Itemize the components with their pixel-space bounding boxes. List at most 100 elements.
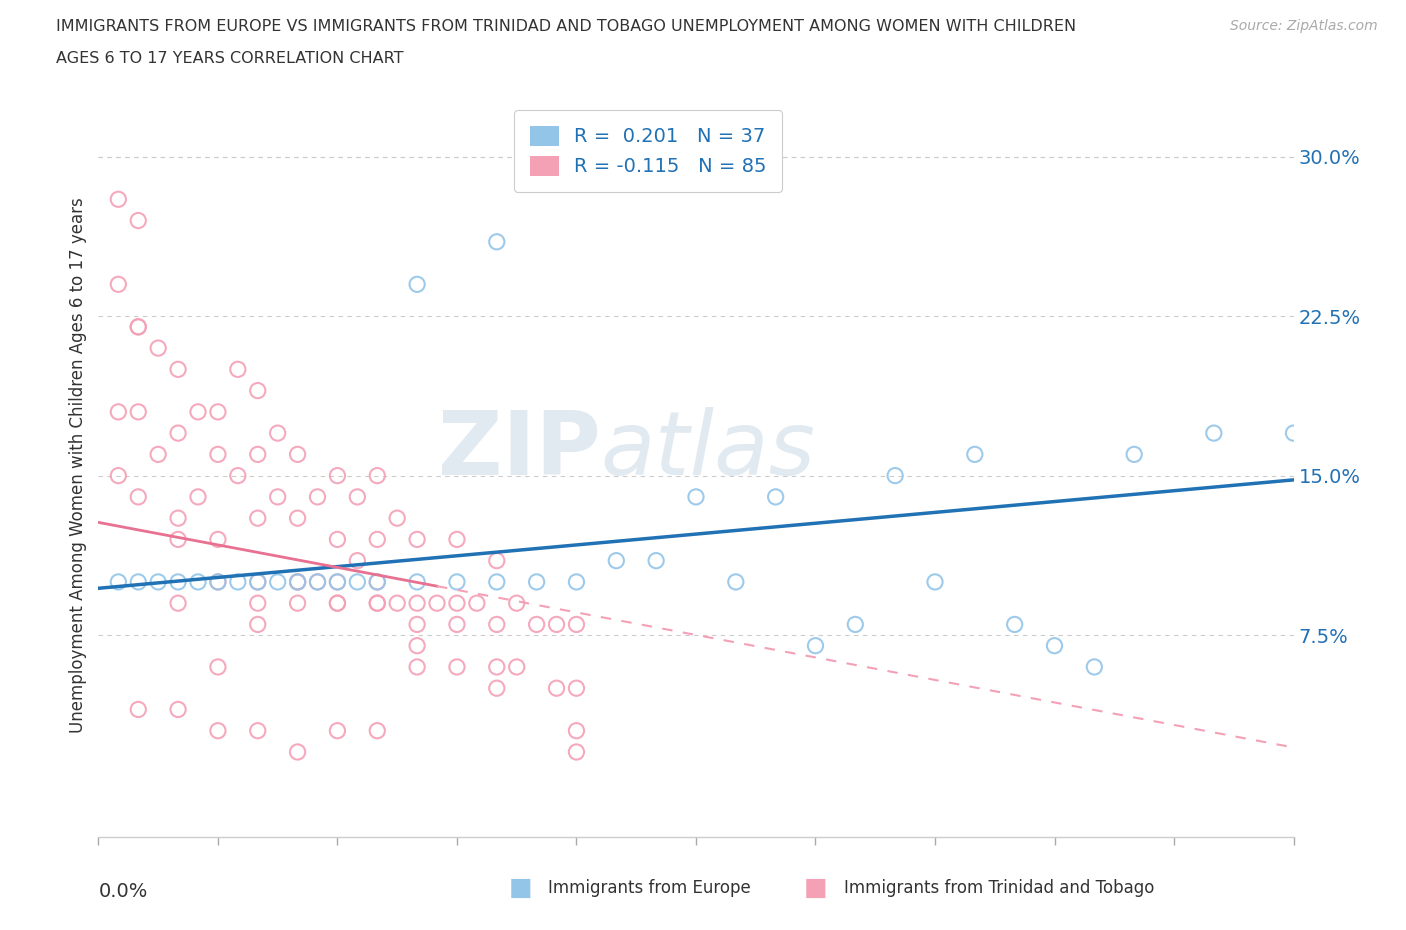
Point: [385, 596, 409, 611]
Point: [267, 426, 290, 441]
Point: [446, 659, 468, 674]
Point: [605, 553, 627, 568]
Point: [485, 234, 508, 249]
Point: [406, 638, 429, 653]
Point: [246, 617, 269, 631]
Point: [127, 702, 149, 717]
Point: [506, 596, 529, 611]
Point: [406, 659, 429, 674]
Point: [167, 426, 190, 441]
Point: [246, 447, 269, 462]
Point: [127, 213, 149, 228]
Point: [485, 553, 508, 568]
Point: [366, 575, 388, 590]
Point: [107, 405, 129, 419]
Point: [287, 575, 309, 590]
Point: [226, 468, 249, 483]
Point: [724, 575, 747, 590]
Text: ■: ■: [804, 876, 827, 900]
Point: [406, 596, 429, 611]
Point: [645, 553, 668, 568]
Point: [267, 575, 290, 590]
Point: [406, 617, 429, 631]
Point: [226, 575, 249, 590]
Text: ZIP: ZIP: [437, 406, 600, 494]
Point: [426, 596, 449, 611]
Point: [246, 575, 269, 590]
Point: [366, 575, 388, 590]
Point: [346, 575, 368, 590]
Point: [107, 192, 129, 206]
Text: Source: ZipAtlas.com: Source: ZipAtlas.com: [1230, 19, 1378, 33]
Text: Immigrants from Trinidad and Tobago: Immigrants from Trinidad and Tobago: [844, 879, 1154, 897]
Point: [963, 447, 986, 462]
Point: [167, 575, 190, 590]
Point: [207, 575, 229, 590]
Point: [546, 681, 568, 696]
Point: [485, 617, 508, 631]
Point: [326, 596, 349, 611]
Point: [526, 617, 548, 631]
Point: [226, 362, 249, 377]
Point: [565, 617, 588, 631]
Point: [148, 575, 170, 590]
Point: [187, 489, 209, 504]
Text: AGES 6 TO 17 YEARS CORRELATION CHART: AGES 6 TO 17 YEARS CORRELATION CHART: [56, 51, 404, 66]
Point: [187, 575, 209, 590]
Point: [127, 575, 149, 590]
Point: [107, 575, 129, 590]
Point: [127, 489, 149, 504]
Text: 0.0%: 0.0%: [98, 882, 148, 900]
Point: [326, 575, 349, 590]
Point: [1004, 617, 1026, 631]
Point: [884, 468, 907, 483]
Point: [565, 745, 588, 760]
Point: [406, 532, 429, 547]
Point: [207, 659, 229, 674]
Point: [485, 659, 508, 674]
Point: [287, 745, 309, 760]
Point: [485, 575, 508, 590]
Point: [546, 617, 568, 631]
Point: [446, 575, 468, 590]
Point: [287, 575, 309, 590]
Text: atlas: atlas: [600, 407, 815, 493]
Point: [287, 596, 309, 611]
Point: [844, 617, 866, 631]
Point: [326, 532, 349, 547]
Text: Immigrants from Europe: Immigrants from Europe: [548, 879, 751, 897]
Y-axis label: Unemployment Among Women with Children Ages 6 to 17 years: Unemployment Among Women with Children A…: [69, 197, 87, 733]
Point: [246, 575, 269, 590]
Point: [326, 724, 349, 738]
Point: [326, 575, 349, 590]
Point: [366, 468, 388, 483]
Point: [526, 575, 548, 590]
Point: [565, 575, 588, 590]
Point: [107, 277, 129, 292]
Point: [326, 596, 349, 611]
Point: [326, 468, 349, 483]
Point: [366, 532, 388, 547]
Point: [127, 405, 149, 419]
Point: [385, 511, 409, 525]
Point: [1202, 426, 1225, 441]
Point: [685, 489, 707, 504]
Point: [167, 532, 190, 547]
Point: [167, 511, 190, 525]
Point: [1083, 659, 1105, 674]
Point: [267, 489, 290, 504]
Point: [565, 724, 588, 738]
Point: [287, 447, 309, 462]
Point: [246, 724, 269, 738]
Text: IMMIGRANTS FROM EUROPE VS IMMIGRANTS FROM TRINIDAD AND TOBAGO UNEMPLOYMENT AMONG: IMMIGRANTS FROM EUROPE VS IMMIGRANTS FRO…: [56, 19, 1077, 33]
Point: [307, 575, 329, 590]
Point: [1043, 638, 1066, 653]
Point: [366, 596, 388, 611]
Point: [207, 405, 229, 419]
Point: [406, 575, 429, 590]
Point: [207, 447, 229, 462]
Point: [287, 575, 309, 590]
Point: [366, 596, 388, 611]
Point: [465, 596, 488, 611]
Point: [446, 532, 468, 547]
